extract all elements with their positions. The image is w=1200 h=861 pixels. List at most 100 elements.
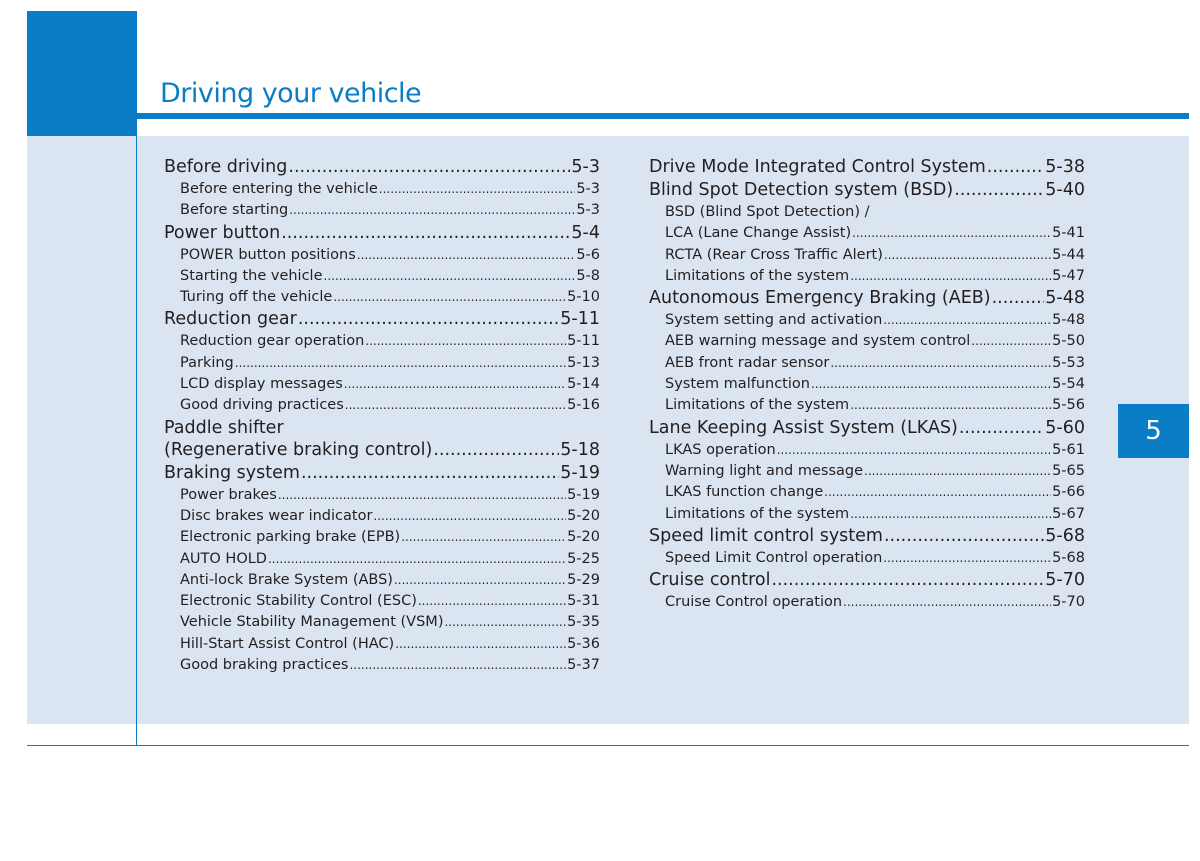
toc-entry-label: Reduction gear operation xyxy=(180,333,365,350)
toc-section-entry[interactable]: Autonomous Emergency Braking (AEB)......… xyxy=(649,287,1085,310)
toc-subsection-entry[interactable]: Before starting.........................… xyxy=(164,200,600,221)
toc-entry-label: Good driving practices xyxy=(180,397,344,414)
toc-entry-label: AEB warning message and system control xyxy=(665,333,971,350)
toc-subsection-entry[interactable]: Electronic Stability Control (ESC)......… xyxy=(164,591,600,612)
toc-section-entry[interactable]: Before driving..........................… xyxy=(164,156,600,179)
toc-subsection-entry[interactable]: LCD display messages....................… xyxy=(164,374,600,395)
toc-subsection-entry[interactable]: Good driving practices .................… xyxy=(164,395,600,416)
toc-subsection-entry[interactable]: Turing off the vehicle .................… xyxy=(164,287,600,308)
toc-page-number: 5-70 xyxy=(1052,594,1085,611)
toc-entry-label: Before entering the vehicle xyxy=(180,181,378,197)
toc-section-entry[interactable]: Braking system..........................… xyxy=(164,462,600,485)
page-title: Driving your vehicle xyxy=(160,78,422,109)
toc-entry-label: Speed Limit Control operation xyxy=(665,549,883,566)
toc-subsection-entry[interactable]: Cruise Control operation ...............… xyxy=(649,592,1085,613)
toc-dot-leader: ........................................… xyxy=(300,462,560,483)
toc-entry-label: Autonomous Emergency Braking (AEB) xyxy=(649,288,991,309)
toc-section-entry[interactable]: Reduction gear .........................… xyxy=(164,308,600,331)
toc-subsection-entry[interactable]: Before entering the vehicle ............… xyxy=(164,179,600,200)
toc-section-entry[interactable]: Speed limit control system .............… xyxy=(649,525,1085,548)
toc-page-number: 5-47 xyxy=(1052,267,1085,284)
toc-subsection-entry[interactable]: LCA (Lane Change Assist)................… xyxy=(649,223,1085,244)
toc-page-number: 5-14 xyxy=(567,376,600,393)
toc-subsection-entry[interactable]: Limitations of the system ..............… xyxy=(649,266,1085,287)
toc-subsection-entry[interactable]: Electronic parking brake (EPB) .........… xyxy=(164,527,600,548)
toc-subsection-entry[interactable]: System setting and activation...........… xyxy=(649,310,1085,331)
toc-subsection-entry[interactable]: Starting the vehicle....................… xyxy=(164,266,600,287)
toc-page-number: 5-65 xyxy=(1052,462,1085,479)
toc-subsection-entry[interactable]: Parking.................................… xyxy=(164,353,600,374)
toc-left-column: Before driving..........................… xyxy=(164,156,600,676)
toc-section-entry[interactable]: Drive Mode Integrated Control System....… xyxy=(649,156,1085,179)
toc-entry-label: AEB front radar sensor xyxy=(665,354,830,371)
toc-entry-label: LKAS operation xyxy=(665,441,776,458)
toc-subsection-entry[interactable]: Good braking practices..................… xyxy=(164,655,600,676)
toc-page-number: 5-53 xyxy=(1052,354,1085,371)
toc-entry-label: RCTA (Rear Cross Traffic Alert) xyxy=(665,246,883,263)
toc-subsection-entry[interactable]: Reduction gear operation ...............… xyxy=(164,331,600,352)
toc-subsection-entry[interactable]: POWER button positions .................… xyxy=(164,245,600,266)
toc-page-number: 5-60 xyxy=(1045,417,1085,438)
toc-entry-label: Cruise control xyxy=(649,570,771,591)
toc-subsection-entry[interactable]: RCTA (Rear Cross Traffic Alert) ........… xyxy=(649,245,1085,266)
toc-page-number: 5-48 xyxy=(1045,288,1085,309)
toc-entry-label: Limitations of the system xyxy=(665,267,850,284)
toc-dot-leader: ........................................… xyxy=(883,313,1052,328)
toc-subsection-entry[interactable]: Hill-Start Assist Control (HAC) ........… xyxy=(164,634,600,655)
toc-page-number: 5-70 xyxy=(1045,570,1085,591)
toc-dot-leader: ........................................… xyxy=(958,417,1044,438)
toc-dot-leader: ........................................… xyxy=(776,442,1052,457)
margin-rule xyxy=(136,136,137,746)
toc-entry-label: LCD display messages xyxy=(180,376,343,393)
toc-subsection-entry[interactable]: LKAS operation..........................… xyxy=(649,440,1085,461)
toc-page-number: 5-36 xyxy=(567,635,600,652)
toc-subsection-entry[interactable]: Vehicle Stability Management (VSM)......… xyxy=(164,612,600,633)
toc-entry-label: Good braking practices xyxy=(180,657,349,674)
toc-dot-leader: ........................................… xyxy=(971,334,1052,349)
toc-entry-label: Drive Mode Integrated Control System xyxy=(649,157,986,177)
toc-dot-leader: ........................................… xyxy=(333,290,567,305)
toc-subsection-entry[interactable]: Disc brakes wear indicator .............… xyxy=(164,506,600,527)
toc-dot-leader: ........................................… xyxy=(954,180,1044,200)
toc-subsection-entry[interactable]: AEB warning message and system control..… xyxy=(649,331,1085,352)
toc-page-number: 5-68 xyxy=(1045,525,1085,546)
toc-subsection-entry[interactable]: LKAS function change ...................… xyxy=(649,482,1085,503)
toc-subsection-entry[interactable]: AUTO HOLD ..............................… xyxy=(164,549,600,570)
toc-dot-leader: ........................................… xyxy=(444,615,566,630)
toc-section-entry[interactable]: Power button ...........................… xyxy=(164,222,600,245)
toc-dot-leader: ........................................… xyxy=(401,530,566,545)
toc-entry-label: Power button xyxy=(164,222,281,243)
toc-dot-leader: ........................................… xyxy=(883,525,1044,546)
toc-dot-leader: ........................................… xyxy=(323,268,576,283)
toc-subsection-entry[interactable]: BSD (Blind Spot Detection) / xyxy=(649,202,1085,223)
toc-subsection-entry[interactable]: Anti-lock Brake System (ABS) ...........… xyxy=(164,570,600,591)
toc-dot-leader: ........................................… xyxy=(343,377,566,392)
toc-entry-label: Limitations of the system xyxy=(665,397,850,414)
toc-subsection-entry[interactable]: AEB front radar sensor..................… xyxy=(649,353,1085,374)
toc-section-entry[interactable]: Paddle shifter xyxy=(164,417,600,439)
content-panel xyxy=(27,136,1189,724)
toc-entry-label: Anti-lock Brake System (ABS) xyxy=(180,571,393,588)
toc-dot-leader: ........................................… xyxy=(349,658,566,673)
toc-page-number: 5-3 xyxy=(571,157,600,177)
toc-page-number: 5-3 xyxy=(576,181,600,197)
toc-subsection-entry[interactable]: Speed Limit Control operation ..........… xyxy=(649,548,1085,569)
toc-dot-leader: ........................................… xyxy=(991,288,1045,309)
toc-section-entry[interactable]: (Regenerative braking control) .........… xyxy=(164,439,600,462)
toc-subsection-entry[interactable]: Power brakes ...........................… xyxy=(164,485,600,506)
toc-subsection-entry[interactable]: Limitations of the system ..............… xyxy=(649,395,1085,416)
toc-page-number: 5-35 xyxy=(567,614,600,631)
toc-section-entry[interactable]: Cruise control .........................… xyxy=(649,569,1085,592)
footer-rule xyxy=(27,745,1189,746)
toc-entry-label: Lane Keeping Assist System (LKAS) xyxy=(649,417,958,438)
toc-dot-leader: ........................................… xyxy=(850,506,1051,521)
toc-section-entry[interactable]: Blind Spot Detection system (BSD) ......… xyxy=(649,179,1085,202)
toc-subsection-entry[interactable]: Warning light and message ..............… xyxy=(649,461,1085,482)
toc-subsection-entry[interactable]: System malfunction .....................… xyxy=(649,374,1085,395)
toc-subsection-entry[interactable]: Limitations of the system ..............… xyxy=(649,504,1085,525)
toc-page-number: 5-37 xyxy=(567,657,600,674)
toc-section-entry[interactable]: Lane Keeping Assist System (LKAS).......… xyxy=(649,417,1085,440)
toc-page-number: 5-25 xyxy=(567,550,600,567)
chapter-tab[interactable]: 5 xyxy=(1118,404,1189,458)
toc-dot-leader: ........................................… xyxy=(356,247,576,262)
